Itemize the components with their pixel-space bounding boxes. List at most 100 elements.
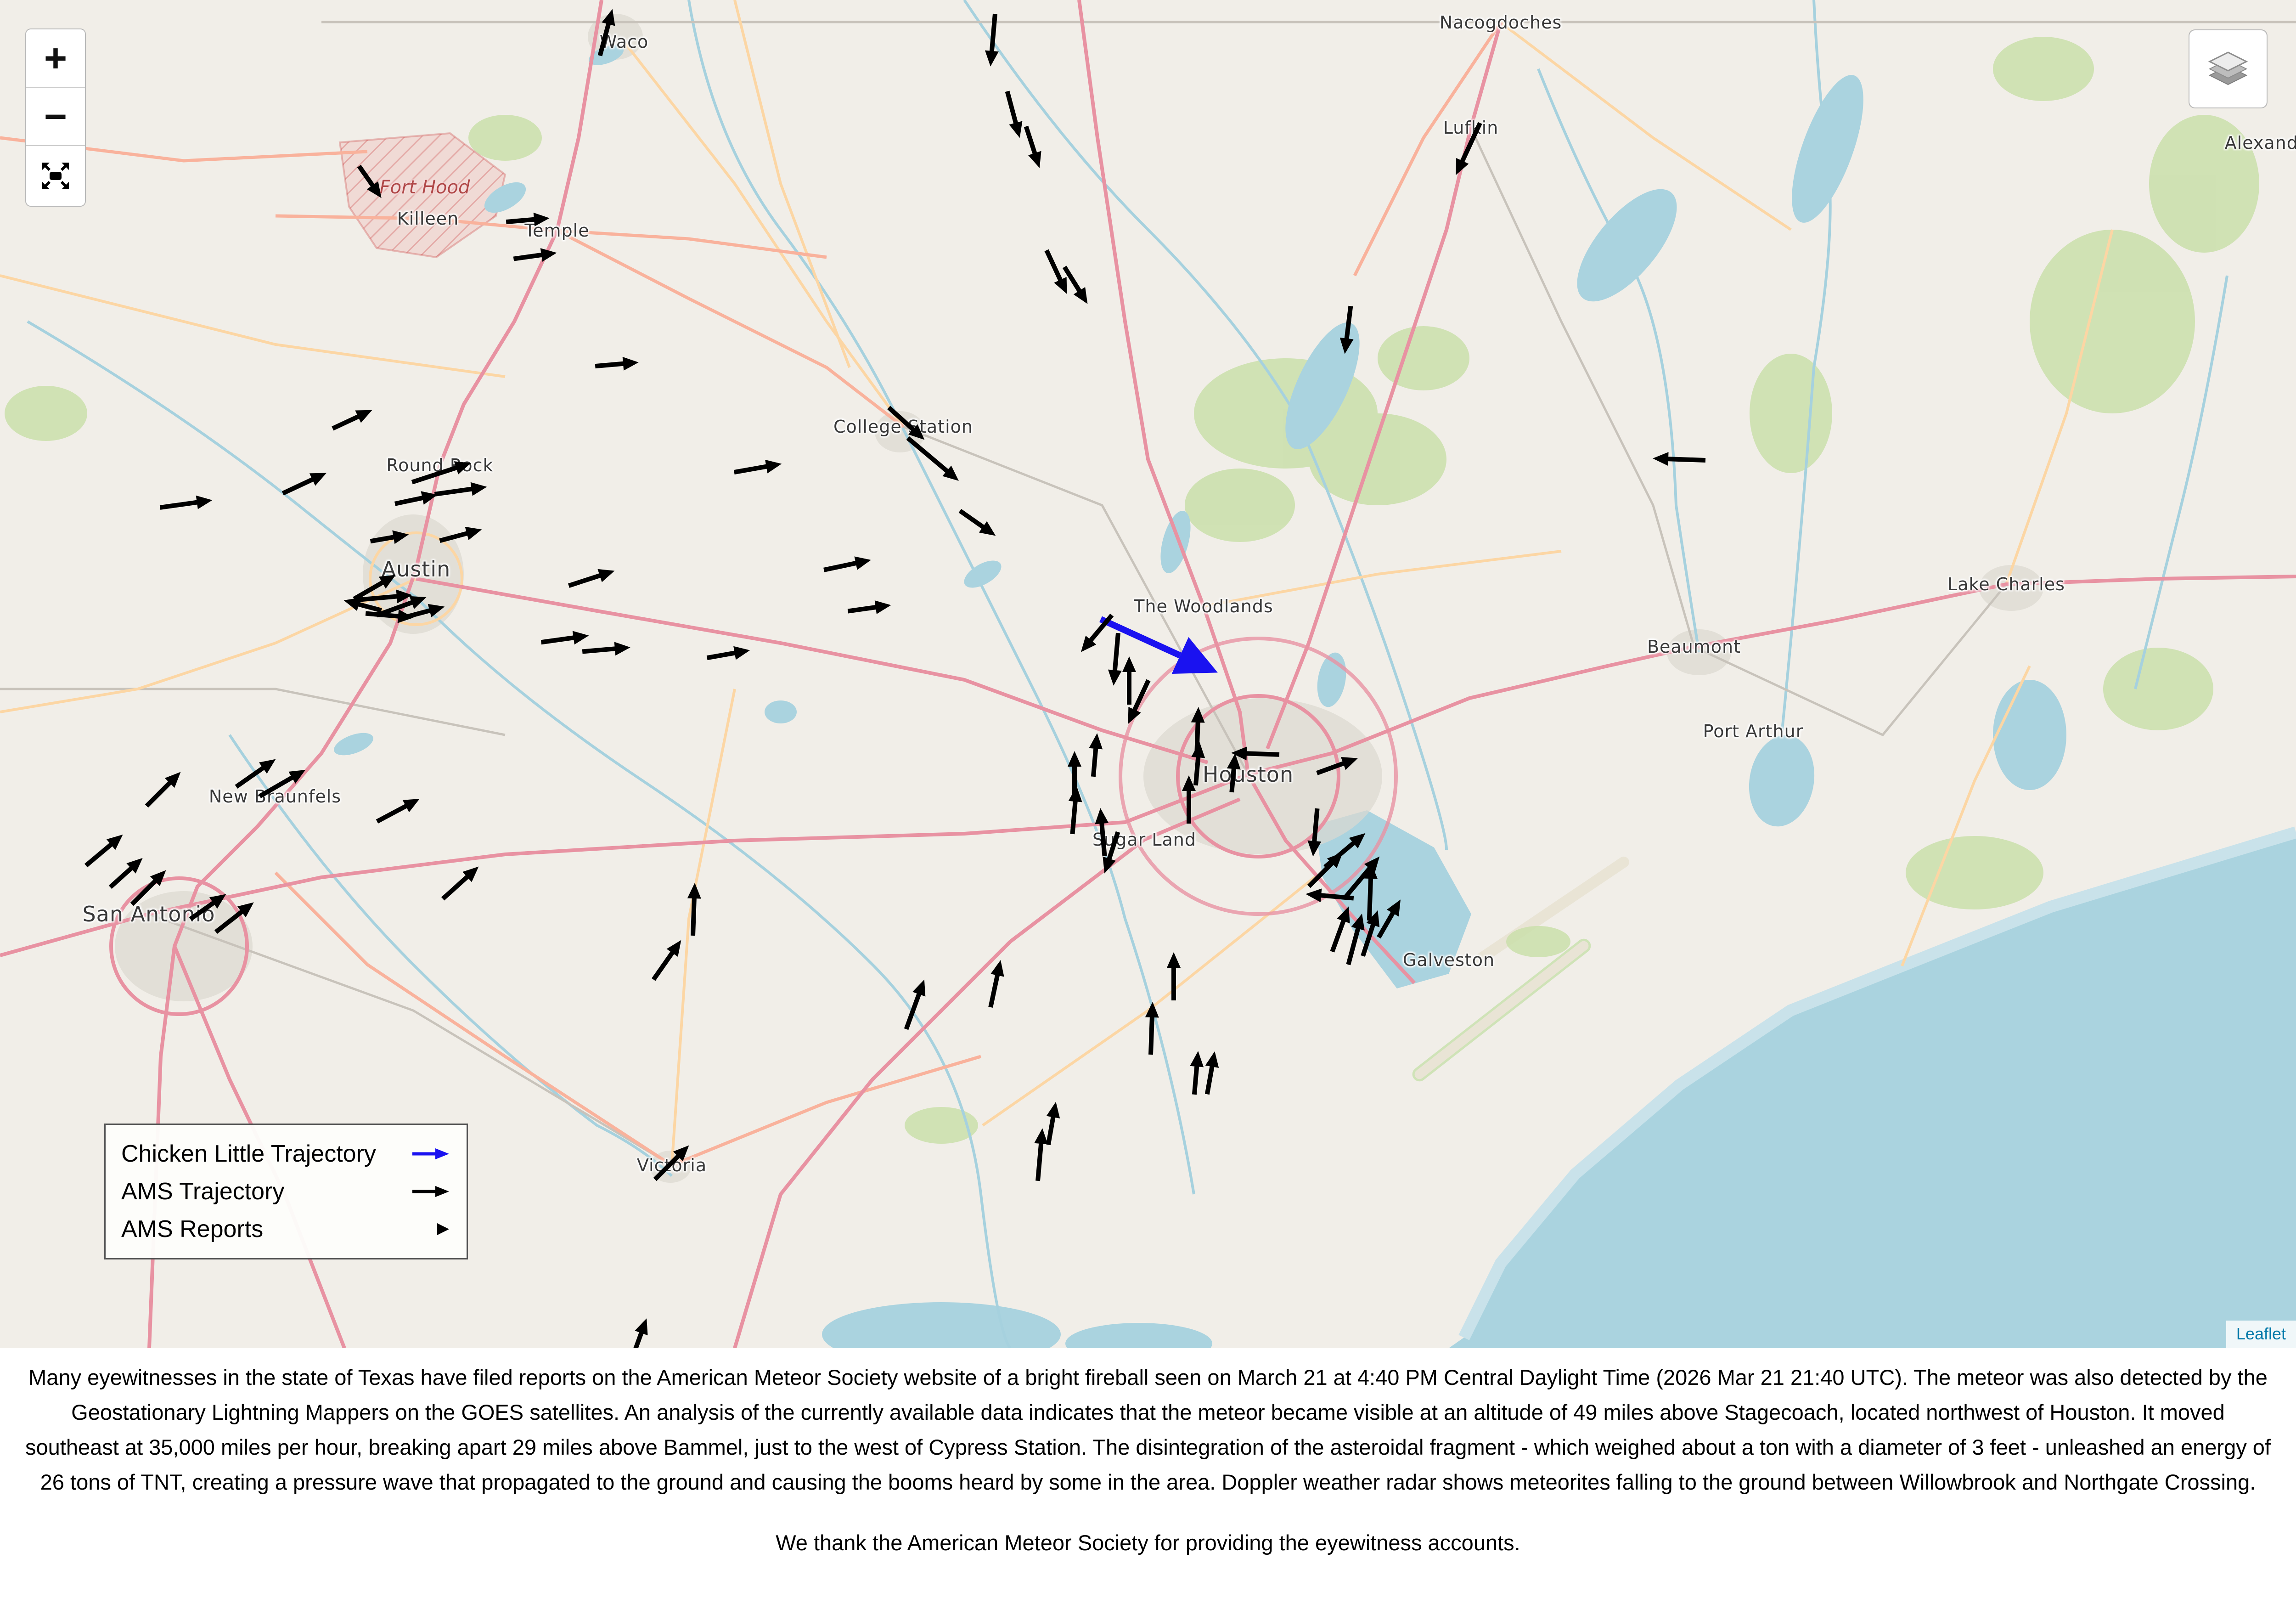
layers-control-button[interactable] [2189,29,2268,108]
ams-report-arrow[interactable] [1105,631,1126,688]
city-label-beaumont: Beaumont [1647,637,1741,657]
ams-report-arrow[interactable] [231,752,281,795]
fullscreen-icon [42,163,69,189]
ams-report-arrow[interactable] [125,864,172,911]
ams-report-arrow[interactable] [140,765,187,813]
legend-row-ams-reports: AMS Reports [121,1210,450,1248]
ams-report-arrow[interactable] [185,887,232,927]
ams-report-arrow[interactable] [1092,807,1113,858]
ams-report-arrow[interactable] [504,210,551,231]
ams-report-arrow[interactable] [349,567,400,607]
ams-report-arrow[interactable] [1085,732,1106,779]
ams-report-arrow[interactable] [982,12,1003,68]
ams-report-arrow[interactable] [1199,1049,1223,1097]
caption-area: Many eyewitnesses in the state of Texas … [0,1348,2296,1615]
ams-report-arrow[interactable] [954,503,1002,543]
ams-report-arrow[interactable] [511,244,559,267]
ams-report-arrow[interactable] [1230,745,1281,763]
ams-report-arrow[interactable] [399,599,448,627]
ams-report-arrow[interactable] [353,587,414,608]
zoom-in-button[interactable]: + [26,29,85,87]
ams-report-arrow[interactable] [1018,123,1047,171]
map[interactable]: Waco Killeen Temple Round Rock Austin College… [0,0,2296,1348]
ams-report-arrow[interactable] [1336,304,1359,356]
ams-report-arrow[interactable] [1181,774,1197,825]
ams-report-arrow[interactable] [408,455,474,491]
chicken-little-trajectory-arrow[interactable] [0,0,2296,1348]
ams-report-arrow[interactable] [436,521,485,549]
legend-label: Chicken Little Trajectory [121,1141,376,1167]
city-label-nacogdoches: Nacogdoches [1439,12,1562,33]
city-label-galveston: Galveston [1402,950,1495,970]
ams-report-arrow[interactable] [565,563,618,594]
layers-icon [2208,51,2248,85]
ams-report-arrow[interactable] [1355,907,1386,960]
ams-report-arrow[interactable] [648,1139,695,1186]
ams-report-arrow[interactable] [539,627,591,651]
ams-report-arrow[interactable] [1302,846,1349,893]
city-label-houston: Houston [1202,762,1294,787]
ams-report-arrow[interactable] [1361,862,1380,922]
ams-report-arrow[interactable] [278,465,331,501]
ams-report-arrow[interactable] [1030,1127,1051,1183]
ams-report-arrow[interactable] [1651,450,1707,469]
ams-report-arrow[interactable] [1371,895,1408,943]
ams-report-arrow[interactable] [372,791,424,829]
ams-report-arrow[interactable] [1448,118,1488,179]
ams-report-arrow[interactable] [898,976,933,1033]
map-zoom-control: + − [25,28,86,207]
ams-report-arrow[interactable] [368,526,411,549]
ams-report-arrow[interactable] [1142,1000,1161,1056]
ams-report-arrow[interactable] [1340,910,1370,968]
ams-report-arrow[interactable] [392,486,440,512]
ams-report-arrow[interactable] [351,160,388,203]
city-label-killeen: Killeen [397,209,459,229]
ams-report-arrow[interactable] [685,881,703,937]
zoom-out-button[interactable]: − [26,87,85,145]
ams-report-arrow[interactable] [580,639,632,660]
ams-report-arrow[interactable] [882,401,931,446]
ams-report-arrow[interactable] [1324,903,1356,956]
ams-report-arrow[interactable] [158,492,214,516]
ams-report-arrow[interactable] [646,935,689,986]
ams-report-arrow[interactable] [593,354,641,375]
ams-report-arrow[interactable] [254,762,310,804]
ams-report-arrow[interactable] [732,456,784,481]
ams-report-arrow[interactable] [1121,655,1137,706]
caption-paragraph: Many eyewitnesses in the state of Texas … [25,1365,2271,1494]
ams-report-arrow[interactable] [1064,785,1085,836]
city-label-lufkin: Lufkin [1443,118,1499,138]
ams-report-arrow[interactable] [1165,951,1182,1002]
ams-report-arrow[interactable] [432,479,489,503]
ams-report-arrow[interactable] [999,88,1028,141]
ams-report-arrow[interactable] [1305,807,1325,858]
ams-report-arrow[interactable] [1313,750,1362,781]
leaflet-attribution-link[interactable]: Leaflet [2236,1324,2286,1343]
ams-report-arrow[interactable] [1304,886,1356,906]
ams-report-arrow[interactable] [1223,752,1244,795]
ams-report-arrow[interactable] [845,597,893,620]
ams-report-arrow[interactable] [1066,750,1083,796]
ams-report-arrow[interactable] [210,895,260,939]
ams-report-arrow[interactable] [704,642,753,666]
ams-report-arrow[interactable] [1186,1050,1207,1097]
ams-report-arrow[interactable] [901,431,965,488]
ams-report-arrow[interactable] [436,860,485,906]
ams-report-arrow[interactable] [1187,740,1208,788]
ams-report-arrow[interactable] [982,957,1009,1010]
ams-report-arrow[interactable] [1038,246,1075,299]
ams-report-arrow[interactable] [328,402,377,437]
ams-report-arrow[interactable] [79,828,129,873]
fullscreen-button[interactable] [26,145,85,206]
ams-report-arrow[interactable] [1074,609,1119,658]
ams-report-arrow[interactable] [1120,676,1156,728]
ams-report-arrow[interactable] [622,1315,654,1348]
ams-report-arrow[interactable] [1057,261,1095,309]
ams-report-arrow[interactable] [1040,1100,1064,1148]
ams-report-arrow[interactable] [104,851,149,894]
ams-report-arrow[interactable] [1339,850,1387,903]
ams-report-arrow[interactable] [821,552,873,578]
ams-report-arrow[interactable] [591,6,620,59]
ams-report-arrow[interactable] [341,592,385,619]
ams-report-arrow[interactable] [1096,828,1126,877]
